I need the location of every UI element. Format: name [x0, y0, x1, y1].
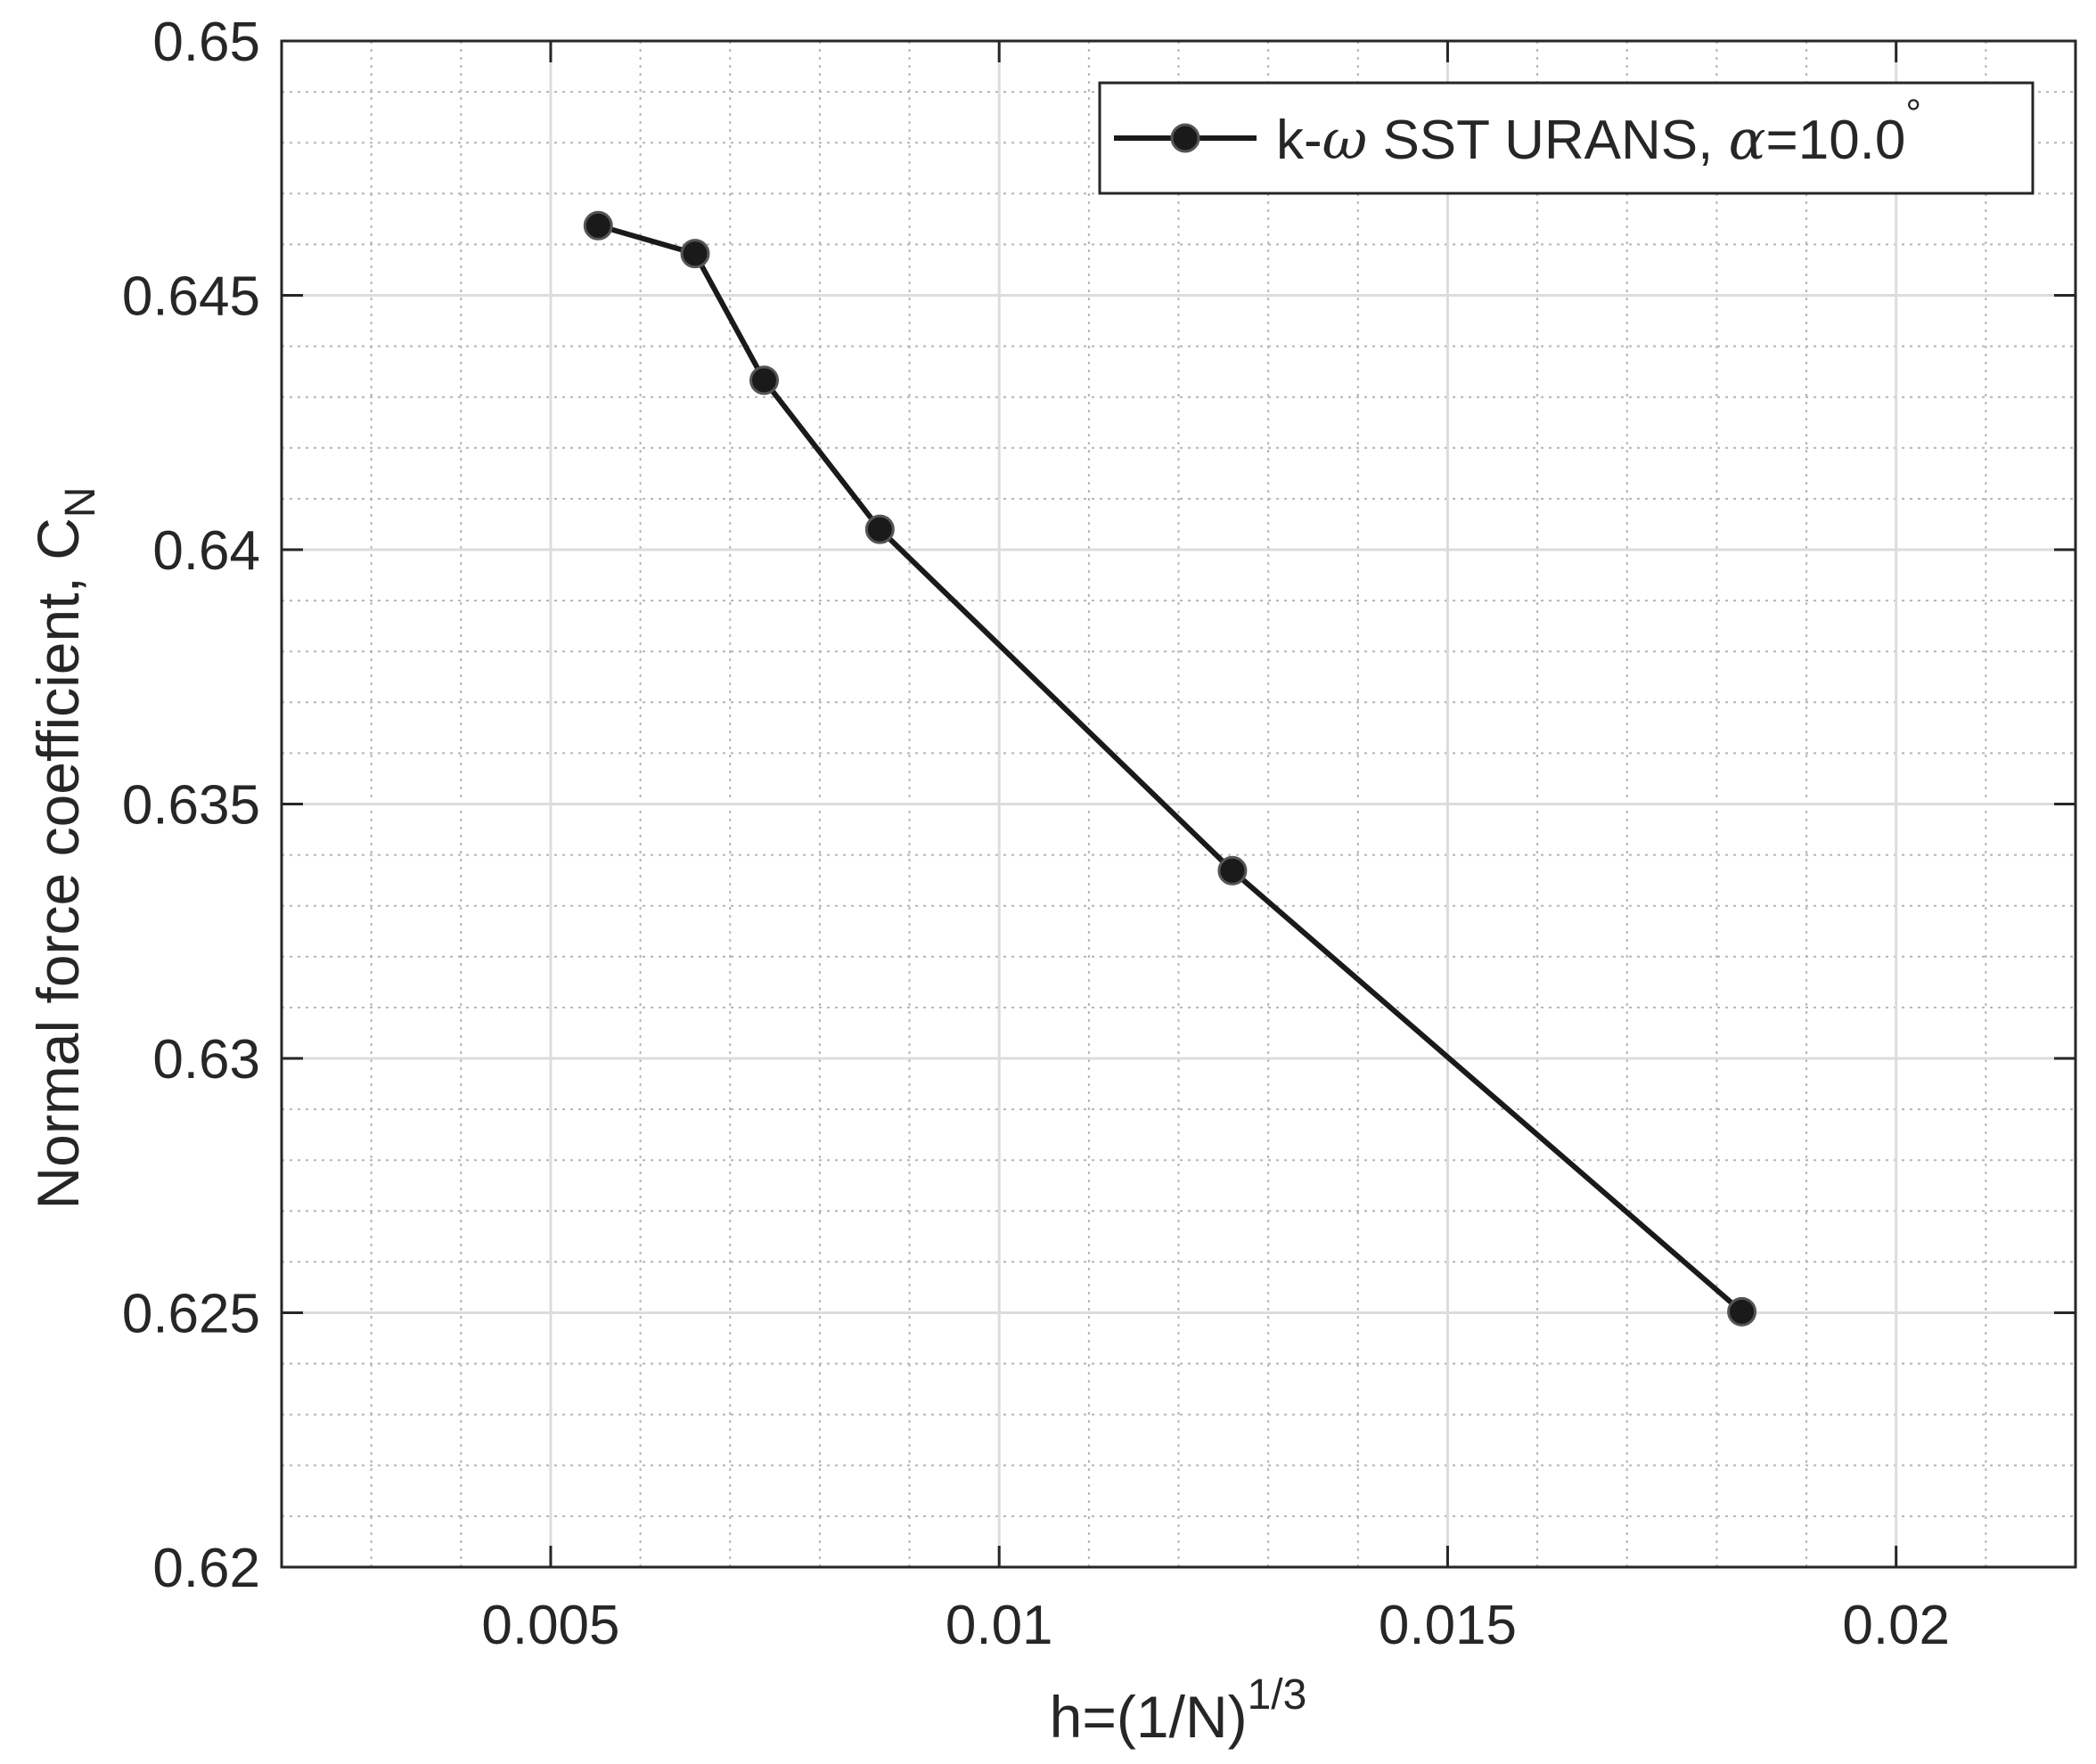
x-tick-labels: 0.005 0.01 0.015 0.02 [481, 1595, 1950, 1656]
y-tick-label: 0.63 [152, 1029, 260, 1090]
y-tick-label: 0.645 [122, 266, 260, 328]
legend-degree: ° [1905, 92, 1921, 135]
legend: k-ω SST URANS, α=10.0° [1098, 81, 2035, 195]
x-tick-label: 0.02 [1842, 1595, 1950, 1656]
legend-entry: k-ω SST URANS, α=10.0° [1276, 92, 1921, 172]
x-axis-label: h=(1/N)1/3 [1050, 1671, 1307, 1750]
y-axis-label: Normal force coefficient, CN [25, 486, 104, 1209]
x-tick-label: 0.005 [481, 1595, 619, 1656]
data-point [583, 210, 613, 241]
data-point [1727, 1296, 1757, 1327]
series-line [597, 223, 1744, 1314]
legend-middle: SST URANS, [1367, 110, 1728, 171]
x-tick-label: 0.015 [1379, 1595, 1517, 1656]
y-axis-label-base: Normal force coefficient, C [25, 518, 91, 1209]
x-tick-label: 0.01 [946, 1595, 1053, 1656]
y-axis-label-subscript: N [57, 486, 104, 518]
plot-frame [280, 39, 2077, 1569]
y-tick-label: 0.64 [152, 520, 260, 582]
x-axis-label-superscript: 1/3 [1248, 1671, 1307, 1719]
legend-suffix: =10.0 [1766, 110, 1906, 171]
y-tick-label: 0.635 [122, 775, 260, 837]
data-point [749, 365, 779, 396]
y-tick-labels: 0.62 0.625 0.63 0.635 0.64 0.645 0.65 [122, 12, 260, 1599]
x-axis-label-base: h=(1/N) [1050, 1684, 1248, 1750]
data-point [1217, 855, 1248, 886]
legend-marker-sample [1170, 123, 1200, 153]
y-tick-label: 0.62 [152, 1538, 260, 1599]
data-point [680, 239, 710, 269]
legend-prefix: k- [1276, 110, 1322, 171]
legend-alpha: α [1729, 107, 1766, 172]
y-tick-label: 0.65 [152, 12, 260, 73]
series-group [583, 210, 1757, 1327]
legend-omega: ω [1322, 107, 1368, 172]
data-point [864, 514, 895, 544]
y-tick-label: 0.625 [122, 1284, 260, 1345]
